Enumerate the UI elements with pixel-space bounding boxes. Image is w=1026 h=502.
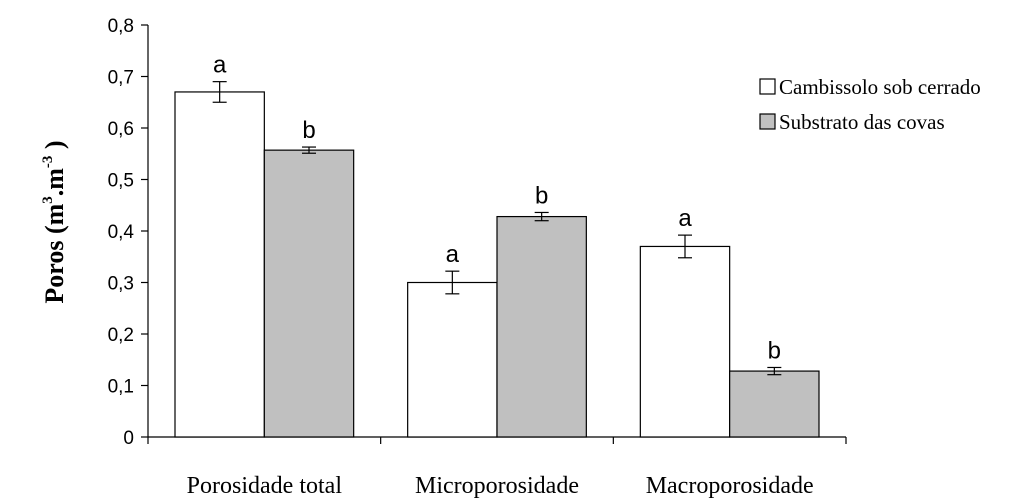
- bar: [729, 370, 820, 438]
- legend: Cambissolo sob cerrado Substrato das cova…: [759, 75, 981, 134]
- legend-swatch: [759, 78, 776, 95]
- bar: [174, 91, 265, 438]
- y-axis-title-mid: .m: [40, 168, 69, 197]
- y-tick-label: 0,3: [108, 274, 134, 295]
- significance-label: b: [768, 337, 781, 364]
- legend-swatch: [759, 113, 776, 130]
- y-axis-title-end: ): [40, 140, 69, 155]
- y-tick-label: 0,4: [108, 222, 135, 243]
- y-tick-label: 0,7: [108, 68, 134, 89]
- bar: [263, 149, 355, 438]
- y-tick-label: 0: [123, 428, 134, 449]
- y-axis-title-sup1: 3: [40, 196, 56, 204]
- legend-label: Substrato das covas: [779, 110, 945, 134]
- bar: [496, 215, 587, 438]
- svg-text:Poros (m3.m-3 ): Poros (m3.m-3 ): [40, 140, 69, 303]
- x-category-label: Porosidade total: [187, 473, 343, 499]
- significance-label: a: [446, 241, 460, 268]
- y-axis-title: Poros (m3.m-3 ): [40, 140, 69, 303]
- bar: [639, 245, 731, 438]
- significance-label: b: [535, 182, 548, 209]
- x-category-label: Macroporosidade: [646, 473, 814, 499]
- axes: 0 0,1 0,2 0,3 0,4 0,5 0,6 0,7 0,8 Porosidade tota…: [108, 16, 847, 499]
- significance-label: a: [213, 52, 227, 79]
- x-category-label: Microporosidade: [415, 473, 579, 499]
- y-tick-label: 0,5: [108, 171, 134, 192]
- bars: a a a b b b: [174, 52, 820, 438]
- significance-label: b: [302, 117, 315, 144]
- y-axis-title-main: Poros (m: [40, 203, 69, 303]
- y-tick-label: 0,8: [108, 16, 134, 37]
- y-axis-title-sup2: -3: [40, 156, 56, 169]
- y-tick-label: 0,1: [108, 377, 134, 398]
- bar: [407, 281, 498, 438]
- y-tick-label: 0,2: [108, 325, 134, 346]
- y-tick-label: 0,6: [108, 119, 134, 140]
- significance-label: a: [678, 205, 692, 232]
- legend-label: Cambissolo sob cerrado: [779, 75, 981, 99]
